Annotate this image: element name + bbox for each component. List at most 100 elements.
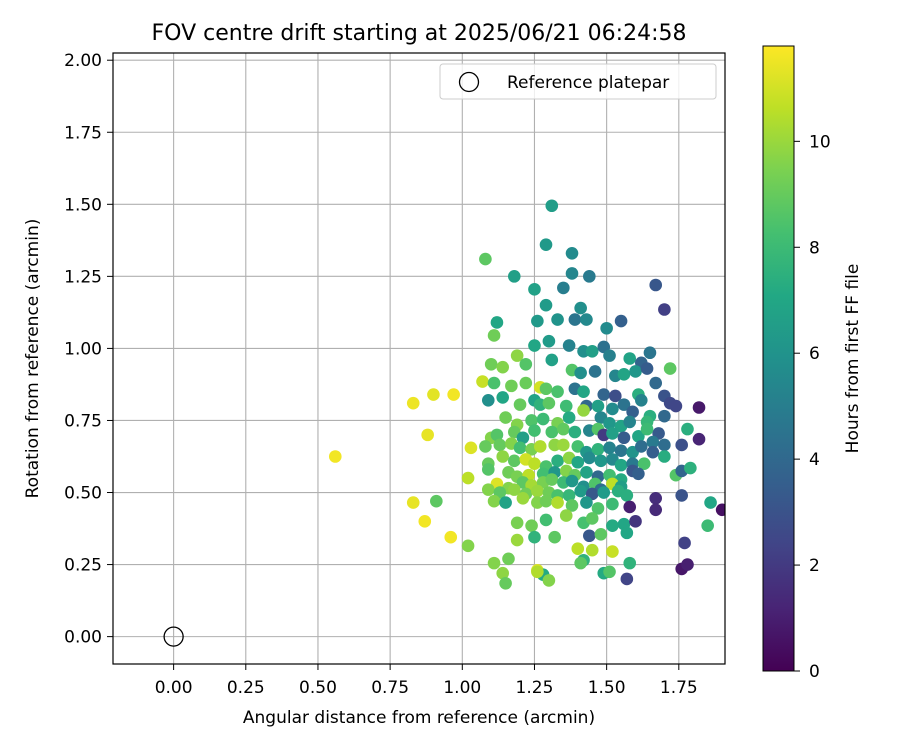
data-point — [516, 431, 530, 445]
data-points — [328, 199, 725, 590]
data-point — [574, 484, 587, 498]
data-point — [658, 303, 671, 316]
x-tick-label: 1.75 — [660, 678, 698, 698]
data-point — [539, 298, 553, 312]
data-point — [580, 313, 593, 326]
data-point — [634, 440, 648, 453]
data-point — [539, 238, 553, 251]
colorbar-tick-label: 2 — [809, 556, 820, 576]
y-tick-label: 0.50 — [64, 484, 102, 504]
data-point — [606, 519, 619, 532]
x-axis-ticks: 0.00 0.25 0.50 0.75 1.00 1.25 1.50 1.75 — [155, 664, 698, 698]
data-point — [496, 360, 510, 374]
data-point — [531, 484, 544, 498]
data-point — [583, 451, 596, 465]
x-tick-label: 0.75 — [371, 678, 409, 698]
data-point — [565, 474, 579, 488]
data-point — [533, 440, 547, 453]
data-point — [510, 533, 524, 547]
data-point — [539, 513, 553, 527]
data-point — [551, 496, 564, 509]
colorbar-tick-label: 10 — [809, 132, 831, 152]
data-point — [487, 556, 501, 570]
data-point — [646, 445, 660, 459]
data-point — [704, 496, 717, 509]
data-point — [617, 398, 631, 411]
data-point — [557, 438, 570, 452]
colorbar-tick-label: 4 — [809, 450, 820, 470]
data-point — [585, 344, 599, 358]
data-point — [493, 438, 507, 452]
data-point — [516, 491, 530, 505]
data-point — [658, 409, 671, 423]
data-point — [545, 473, 559, 486]
data-point — [675, 489, 688, 502]
y-axis-label: Rotation from reference (arcmin) — [23, 219, 43, 499]
data-point — [519, 357, 533, 371]
data-point — [562, 489, 576, 502]
data-point — [461, 539, 475, 553]
data-point — [481, 463, 495, 476]
data-point — [603, 441, 616, 455]
y-tick-label: 1.25 — [64, 267, 102, 287]
data-point — [562, 411, 576, 424]
y-tick-label: 0.75 — [64, 411, 102, 431]
data-point — [551, 385, 564, 398]
data-point — [626, 405, 639, 419]
data-point — [519, 376, 533, 390]
data-point — [669, 399, 683, 413]
data-point — [646, 435, 660, 449]
data-point — [507, 270, 521, 283]
data-point — [418, 515, 432, 528]
data-point — [594, 528, 608, 541]
data-point — [614, 458, 628, 472]
data-point — [606, 402, 619, 416]
y-tick-label: 2.00 — [64, 51, 102, 71]
data-point — [479, 440, 492, 453]
x-tick-label: 0.25 — [227, 678, 265, 698]
data-point — [565, 267, 579, 280]
data-point — [545, 425, 559, 439]
data-point — [585, 512, 599, 525]
data-point — [461, 471, 475, 485]
data-point — [430, 494, 443, 508]
data-point — [487, 376, 501, 390]
data-point — [510, 349, 524, 362]
data-point — [571, 542, 585, 556]
data-point — [583, 529, 596, 543]
x-tick-label: 1.00 — [443, 678, 481, 698]
data-point — [568, 425, 582, 439]
data-point — [632, 467, 645, 481]
data-point — [513, 398, 527, 411]
data-point — [617, 368, 631, 381]
data-point — [623, 352, 637, 365]
data-point — [649, 491, 663, 505]
y-tick-label: 1.00 — [64, 339, 102, 359]
data-point — [490, 428, 504, 442]
data-point — [571, 455, 585, 469]
data-point — [559, 509, 573, 522]
data-point — [681, 422, 694, 436]
colorbar-tick-label: 6 — [809, 344, 820, 364]
data-point — [406, 396, 420, 410]
data-point — [548, 438, 561, 452]
data-point — [496, 450, 510, 463]
data-point — [692, 401, 706, 414]
data-point — [525, 414, 538, 427]
data-point — [507, 454, 521, 468]
data-point — [551, 454, 564, 468]
data-point — [328, 450, 342, 463]
colorbar-tick-label: 8 — [809, 238, 820, 258]
data-point — [539, 494, 553, 508]
data-point — [701, 519, 714, 532]
data-point — [606, 545, 619, 558]
data-point — [588, 365, 602, 378]
data-point — [603, 349, 616, 362]
data-point — [542, 334, 556, 348]
legend-reference-marker — [458, 71, 480, 93]
data-point — [528, 283, 541, 296]
data-point — [678, 536, 691, 550]
data-point — [620, 489, 634, 502]
data-point — [481, 393, 495, 407]
data-point — [565, 247, 579, 260]
